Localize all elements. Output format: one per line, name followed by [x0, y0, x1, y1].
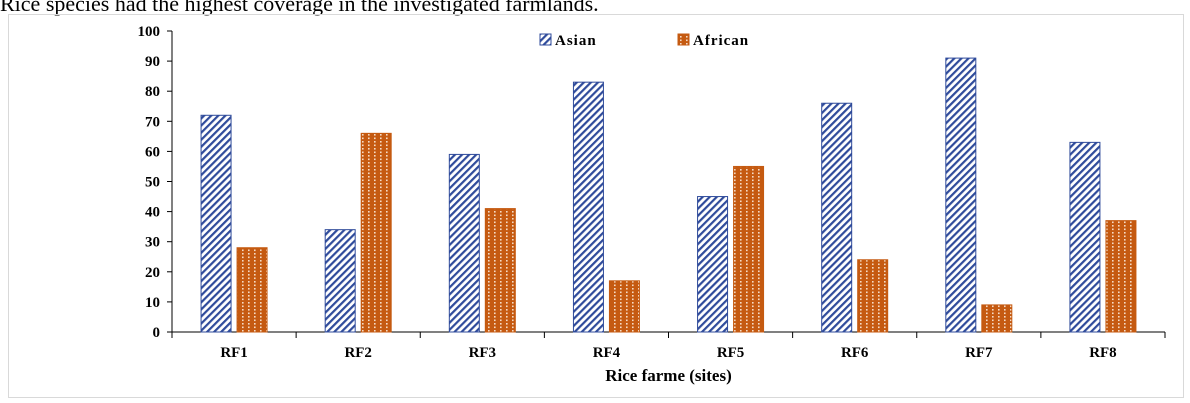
x-tick-label: RF7 [965, 345, 993, 361]
y-axis: 0 10 20 30 40 50 60 70 80 90 100 [138, 24, 173, 341]
bars [200, 57, 1137, 333]
y-tick-label: 30 [145, 235, 160, 251]
bar-african-rf1 [236, 247, 268, 333]
bar-african-rf4 [608, 280, 640, 333]
bar-asian-rf1 [200, 114, 232, 333]
y-tick-label: 80 [145, 84, 160, 100]
bar-asian-rf7 [945, 57, 977, 333]
legend: Asian African [539, 33, 749, 49]
caption-text: Rice species had the highest coverage in… [0, 0, 599, 16]
bar-asian-rf4 [572, 81, 604, 333]
bar-asian-rf5 [697, 196, 729, 333]
y-tick-label: 90 [145, 54, 160, 70]
bar-asian-rf3 [448, 153, 480, 333]
bar-african-rf2 [360, 132, 392, 333]
x-axis: RF1 RF2 RF3 RF4 RF5 RF6 RF7 RF8 [171, 331, 1166, 361]
bar-african-rf7 [981, 304, 1013, 333]
y-tick-label: 10 [145, 295, 160, 311]
x-tick-label: RF3 [469, 345, 497, 361]
x-tick-label: RF6 [841, 345, 869, 361]
bar-asian-rf8 [1069, 141, 1101, 333]
x-axis-title: Rice farme (sites) [605, 366, 732, 385]
x-tick-label: RF1 [220, 345, 248, 361]
x-tick-label: RF4 [593, 345, 621, 361]
legend-swatch-asian [539, 33, 552, 46]
x-tick-label: RF5 [717, 345, 745, 361]
x-tick-label: RF2 [344, 345, 372, 361]
y-tick-label: 40 [145, 205, 160, 221]
legend-label-asian: Asian [555, 33, 597, 49]
bar-asian-rf6 [821, 102, 853, 333]
x-tick-label: RF8 [1089, 345, 1117, 361]
y-tick-label: 50 [145, 175, 160, 191]
bar-african-rf3 [484, 208, 516, 333]
bar-asian-rf2 [324, 229, 356, 333]
bar-african-rf6 [857, 259, 889, 333]
legend-label-african: African [693, 33, 749, 49]
y-tick-label: 70 [145, 114, 160, 130]
y-tick-label: 20 [145, 265, 160, 281]
bar-african-rf5 [733, 165, 765, 333]
bar-african-rf8 [1105, 220, 1137, 333]
y-tick-label: 100 [138, 24, 161, 40]
y-tick-label: 60 [145, 144, 160, 160]
legend-swatch-african [677, 33, 690, 46]
y-tick-label: 0 [153, 325, 161, 341]
chart-frame [8, 14, 1184, 398]
